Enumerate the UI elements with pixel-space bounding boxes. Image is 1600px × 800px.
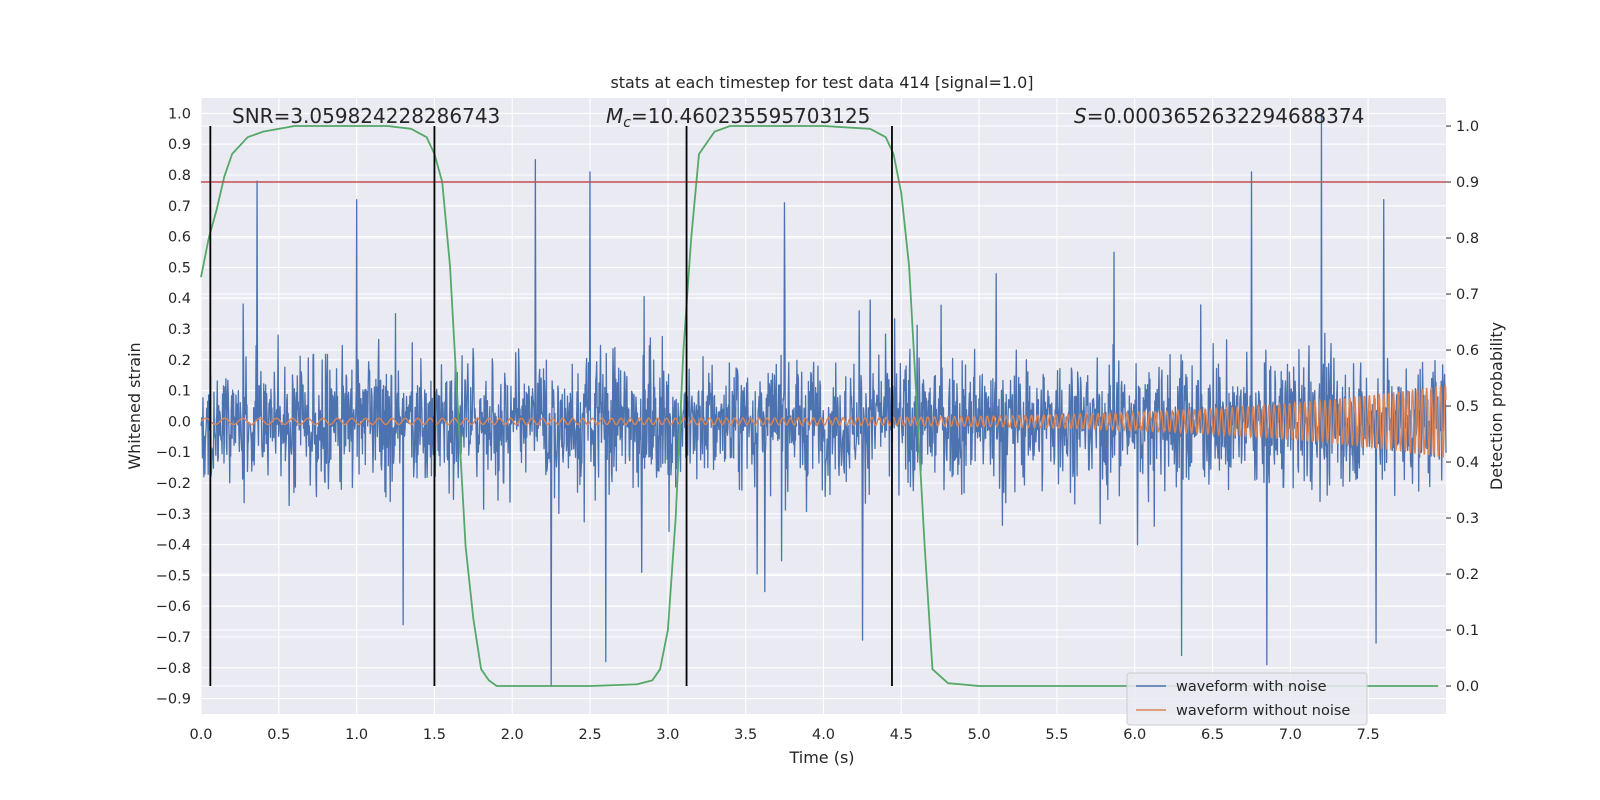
x-axis-label: Time (s) bbox=[788, 748, 854, 767]
y-tick-label: −0.9 bbox=[156, 692, 191, 708]
annotation-snr-value: =3.059824228286743 bbox=[274, 104, 501, 128]
vertical-markers bbox=[209, 126, 893, 686]
series-detection-probability bbox=[200, 125, 1439, 687]
x-axis-ticks: 0.0 0.5 1.0 1.5 2.0 2.5 3.0 3.5 4.0 4.5 5.0 5.5 6.0 6… bbox=[189, 727, 1379, 743]
x-tick-label: 3.0 bbox=[656, 727, 679, 743]
x-tick-label: 7.5 bbox=[1357, 727, 1380, 743]
y-tick-label: −0.2 bbox=[156, 476, 191, 492]
y-tick-label: 1.0 bbox=[168, 106, 191, 122]
annotation-chirp-mass-value: =10.460235595703125 bbox=[631, 104, 870, 128]
y-tick-label: −0.7 bbox=[156, 630, 191, 646]
y2-tick-label: 0.7 bbox=[1456, 287, 1479, 303]
y-tick-label: 0.1 bbox=[168, 384, 191, 400]
x-tick-label: 0.5 bbox=[267, 727, 290, 743]
x-tick-label: 5.0 bbox=[968, 727, 991, 743]
y-tick-label: 0.4 bbox=[168, 291, 191, 307]
y2-tick-label: 0.8 bbox=[1456, 231, 1479, 247]
annotation-snr: SNR=3.059824228286743 bbox=[232, 104, 500, 128]
x-tick-label: 0.0 bbox=[189, 727, 212, 743]
x-tick-label: 4.5 bbox=[890, 727, 913, 743]
y-tick-label: 0.6 bbox=[168, 230, 191, 246]
x-tick-label: 6.0 bbox=[1123, 727, 1146, 743]
y-tick-label: 0.9 bbox=[168, 137, 191, 153]
x-tick-label: 5.5 bbox=[1045, 727, 1068, 743]
y-axis-ticks: −0.9 −0.8 −0.7 −0.6 −0.5 −0.4 −0.3 −0.2 −0.1 0.0 0… bbox=[156, 106, 191, 707]
line-waveform-without-noise bbox=[200, 384, 1447, 458]
y-tick-label: 0.7 bbox=[168, 199, 191, 215]
x-tick-label: 1.0 bbox=[345, 727, 368, 743]
annotation-chirp-mass: Mc=10.460235595703125 bbox=[606, 104, 870, 131]
chart-title: stats at each timestep for test data 414… bbox=[610, 73, 1033, 92]
y2-axis-ticks: 0.0 0.1 0.2 0.3 0.4 0.5 0.6 0.7 0.8 0.9 1.0 bbox=[1446, 119, 1479, 695]
y2-tick-label: 0.1 bbox=[1456, 623, 1479, 639]
line-detection-probability bbox=[200, 125, 1439, 687]
y-tick-label: −0.1 bbox=[156, 445, 191, 461]
legend-label-noise: waveform with noise bbox=[1176, 679, 1327, 695]
y-tick-label: −0.5 bbox=[156, 568, 191, 584]
y-tick-label: 0.2 bbox=[168, 353, 191, 369]
x-tick-label: 7.0 bbox=[1279, 727, 1302, 743]
annotation-s-value: S=0.0003652632294688374 bbox=[1074, 104, 1364, 128]
y2-axis-label: Detection probability bbox=[1487, 322, 1506, 490]
y2-tick-label: 0.9 bbox=[1456, 175, 1479, 191]
legend: waveform with noise waveform without noi… bbox=[1126, 672, 1368, 726]
x-tick-label: 6.5 bbox=[1201, 727, 1224, 743]
x-tick-label: 2.0 bbox=[501, 727, 524, 743]
y-tick-label: 0.8 bbox=[168, 168, 191, 184]
y2-tick-label: 0.6 bbox=[1456, 343, 1479, 359]
annotation-chirp-mass-symbol: M bbox=[606, 104, 623, 128]
annotation-chirp-mass-subscript: c bbox=[623, 115, 631, 131]
legend-label-clean: waveform without noise bbox=[1176, 703, 1350, 719]
y-tick-label: −0.4 bbox=[156, 538, 191, 554]
x-tick-label: 3.5 bbox=[734, 727, 757, 743]
y2-tick-label: 0.3 bbox=[1456, 511, 1479, 527]
y2-tick-label: 0.4 bbox=[1456, 455, 1479, 471]
annotation-s-symbol: S bbox=[1074, 104, 1087, 128]
x-tick-label: 2.5 bbox=[579, 727, 602, 743]
y2-tick-label: 1.0 bbox=[1456, 119, 1479, 135]
y-tick-label: −0.6 bbox=[156, 599, 191, 615]
y2-tick-label: 0.5 bbox=[1456, 399, 1479, 415]
y2-tick-label: 0.2 bbox=[1456, 567, 1479, 583]
y-tick-label: 0.3 bbox=[168, 322, 191, 338]
y2-tick-label: 0.0 bbox=[1456, 679, 1479, 695]
y-tick-label: 0.0 bbox=[168, 414, 191, 430]
legend-box bbox=[1126, 672, 1368, 726]
annotation-snr-symbol: SNR bbox=[232, 104, 274, 128]
x-tick-label: 4.0 bbox=[812, 727, 835, 743]
y-tick-label: −0.8 bbox=[156, 661, 191, 677]
x-tick-label: 1.5 bbox=[423, 727, 446, 743]
annotation-s-number: =0.0003652632294688374 bbox=[1087, 104, 1365, 128]
y-axis-label: Whitened strain bbox=[125, 342, 144, 469]
y-tick-label: −0.3 bbox=[156, 507, 191, 523]
y-tick-label: 0.5 bbox=[168, 260, 191, 276]
series-waveform-without-noise bbox=[200, 384, 1447, 458]
